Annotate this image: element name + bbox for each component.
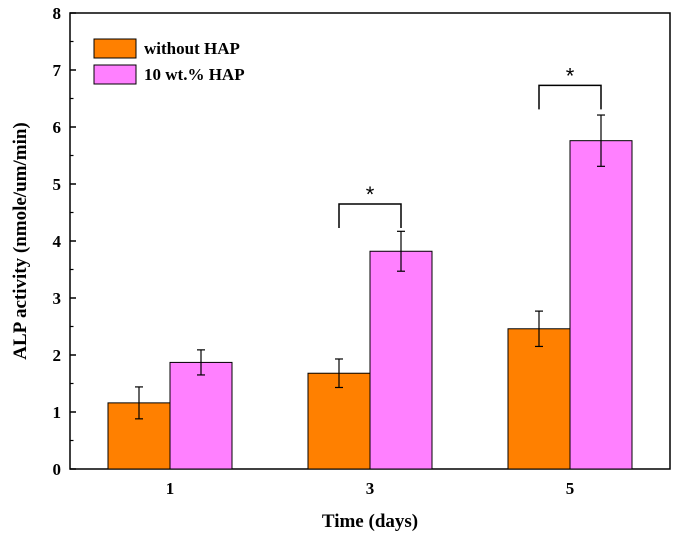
significance-annotations: ** <box>338 63 602 228</box>
bars <box>107 140 633 470</box>
significance-star: * <box>566 63 575 88</box>
significance-bracket <box>338 203 402 228</box>
y-tick-label: 8 <box>53 4 62 23</box>
x-tick-label: 5 <box>566 479 575 498</box>
bar <box>507 328 571 470</box>
legend-swatch-without-hap <box>93 38 137 59</box>
bar <box>169 361 233 470</box>
x-axis-title: Time (days) <box>322 511 418 532</box>
error-bars <box>135 114 605 420</box>
legend: without HAP 10 wt.% HAP <box>93 38 245 85</box>
bar <box>369 250 433 470</box>
y-tick-label: 0 <box>53 460 62 479</box>
y-tick-label: 1 <box>53 403 62 422</box>
x-tick-label: 3 <box>366 479 375 498</box>
y-axis-title: ALP activity (nmole/um/min) <box>10 122 31 359</box>
significance-star: * <box>366 182 375 207</box>
x-tick-label: 1 <box>166 479 175 498</box>
y-tick-label: 7 <box>53 61 62 80</box>
y-axis: 0 1 2 3 4 5 6 7 8 <box>53 4 76 479</box>
y-tick-label: 2 <box>53 346 62 365</box>
significance-bracket <box>538 84 602 110</box>
legend-label-10wt-hap: 10 wt.% HAP <box>144 65 245 84</box>
y-tick-label: 3 <box>53 289 62 308</box>
legend-swatch-10wt-hap <box>93 64 137 85</box>
y-tick-label: 5 <box>53 175 62 194</box>
y-tick-label: 4 <box>53 232 62 251</box>
legend-label-without-hap: without HAP <box>144 39 240 58</box>
bar <box>569 140 633 470</box>
y-tick-label: 6 <box>53 118 62 137</box>
